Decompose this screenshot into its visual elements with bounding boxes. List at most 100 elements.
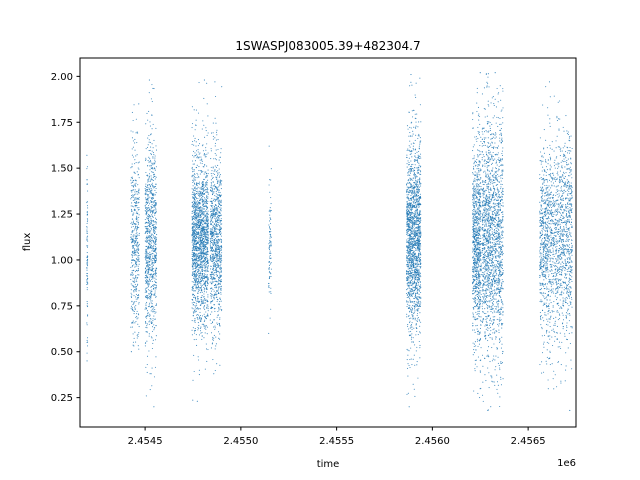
data-point <box>269 252 271 254</box>
data-point <box>196 155 198 157</box>
data-point <box>194 229 196 232</box>
data-point <box>209 281 211 283</box>
data-point <box>415 175 417 177</box>
data-point <box>413 258 415 260</box>
data-point <box>213 298 215 300</box>
data-point <box>210 306 212 308</box>
data-point <box>191 247 193 249</box>
data-point <box>153 186 155 188</box>
data-point <box>196 228 199 230</box>
data-point <box>86 267 88 269</box>
data-point <box>200 156 202 158</box>
data-point <box>217 219 219 221</box>
data-point <box>407 301 409 303</box>
data-point <box>152 176 154 179</box>
data-point <box>86 315 89 317</box>
data-point <box>193 238 195 240</box>
data-point <box>213 334 215 337</box>
data-point <box>268 227 271 229</box>
data-point <box>151 162 153 164</box>
data-point <box>270 179 272 181</box>
data-point <box>217 299 219 301</box>
data-point <box>145 366 147 368</box>
data-point <box>137 241 139 243</box>
data-point <box>195 290 197 292</box>
data-point <box>191 166 193 168</box>
data-point <box>406 163 408 165</box>
data-point <box>406 313 408 315</box>
data-point <box>212 226 214 228</box>
data-point <box>219 249 221 251</box>
data-point <box>133 240 135 242</box>
data-point <box>214 246 216 248</box>
data-point <box>135 289 137 291</box>
data-point <box>220 152 222 154</box>
data-point <box>205 219 207 221</box>
data-point <box>197 271 199 273</box>
data-point <box>132 273 134 275</box>
data-point <box>130 130 132 132</box>
data-point <box>199 198 201 200</box>
data-point <box>214 242 216 244</box>
data-point <box>412 192 415 194</box>
data-point <box>204 164 206 166</box>
data-point <box>145 316 147 318</box>
data-point <box>152 318 154 320</box>
data-point <box>215 269 217 271</box>
data-point <box>206 195 208 197</box>
data-point <box>152 206 154 208</box>
data-point <box>154 157 156 159</box>
data-point <box>210 200 212 202</box>
data-point <box>268 264 271 266</box>
data-point <box>207 310 209 312</box>
data-point <box>154 161 156 163</box>
data-point <box>197 322 199 324</box>
data-point <box>137 246 139 248</box>
data-point <box>145 203 147 205</box>
data-point <box>411 269 413 271</box>
data-point <box>131 322 133 324</box>
data-point <box>135 269 137 271</box>
data-point <box>201 197 203 199</box>
data-point <box>194 297 196 299</box>
data-point <box>146 226 148 228</box>
data-point <box>152 274 154 276</box>
data-point <box>206 301 208 303</box>
data-point <box>213 268 215 270</box>
data-point <box>203 248 205 250</box>
data-point <box>87 314 89 316</box>
data-point <box>205 226 207 229</box>
data-point <box>417 160 419 162</box>
data-point <box>214 145 216 147</box>
data-point <box>217 173 219 175</box>
data-point <box>132 146 134 148</box>
data-point <box>199 327 202 329</box>
data-point <box>151 238 153 240</box>
data-point <box>86 205 88 207</box>
data-point <box>269 207 271 209</box>
data-point <box>150 295 152 297</box>
data-point <box>86 252 88 254</box>
data-point <box>211 343 213 345</box>
data-point <box>149 242 151 244</box>
data-point <box>212 173 214 175</box>
data-point <box>209 255 211 257</box>
data-point <box>213 227 215 229</box>
data-point <box>194 216 196 218</box>
data-point <box>193 195 195 197</box>
data-point <box>411 364 413 366</box>
data-point <box>148 280 150 282</box>
data-point <box>151 260 153 262</box>
data-point <box>411 288 413 290</box>
data-point <box>210 216 212 218</box>
data-point <box>151 266 153 268</box>
data-point <box>137 193 139 195</box>
data-point <box>149 149 151 152</box>
data-point <box>207 259 209 261</box>
data-point <box>132 241 134 243</box>
data-point <box>137 313 139 315</box>
data-point <box>408 135 410 137</box>
data-point <box>204 226 206 228</box>
data-point <box>215 230 217 232</box>
data-point <box>200 299 202 301</box>
